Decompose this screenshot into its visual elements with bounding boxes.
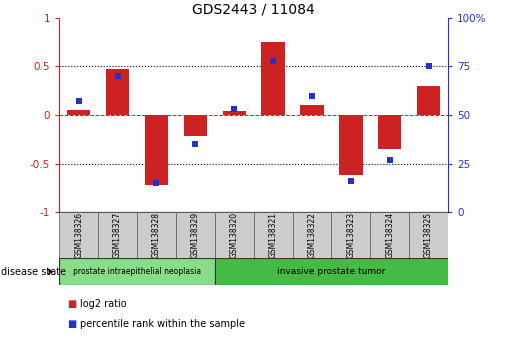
- Bar: [370, 212, 409, 258]
- Text: ■: ■: [67, 299, 76, 309]
- Text: ■: ■: [67, 319, 76, 329]
- Bar: [184, 115, 207, 137]
- Text: GSM138323: GSM138323: [347, 212, 355, 258]
- Bar: [409, 212, 448, 258]
- Bar: [145, 115, 168, 185]
- Text: GSM138322: GSM138322: [307, 212, 316, 258]
- Bar: [215, 212, 253, 258]
- Bar: [106, 69, 129, 115]
- Text: invasive prostate tumor: invasive prostate tumor: [277, 267, 386, 276]
- Bar: [67, 110, 90, 115]
- Bar: [332, 212, 370, 258]
- Bar: [378, 115, 401, 149]
- Bar: [98, 212, 137, 258]
- Bar: [253, 212, 293, 258]
- Bar: [215, 258, 448, 285]
- Bar: [137, 212, 176, 258]
- Text: GSM138328: GSM138328: [152, 212, 161, 258]
- Bar: [176, 212, 215, 258]
- Bar: [59, 258, 215, 285]
- Bar: [293, 212, 332, 258]
- Bar: [262, 42, 285, 115]
- Text: log2 ratio: log2 ratio: [80, 299, 127, 309]
- Bar: [300, 105, 323, 115]
- Text: percentile rank within the sample: percentile rank within the sample: [80, 319, 245, 329]
- Bar: [59, 212, 98, 258]
- Text: disease state: disease state: [1, 267, 66, 277]
- Text: GSM138327: GSM138327: [113, 212, 122, 258]
- Bar: [222, 111, 246, 115]
- Title: GDS2443 / 11084: GDS2443 / 11084: [192, 2, 315, 17]
- Text: GSM138324: GSM138324: [385, 212, 394, 258]
- Text: prostate intraepithelial neoplasia: prostate intraepithelial neoplasia: [73, 267, 201, 276]
- Bar: [417, 86, 440, 115]
- Text: GSM138320: GSM138320: [230, 212, 238, 258]
- Text: GSM138326: GSM138326: [74, 212, 83, 258]
- Text: GSM138321: GSM138321: [269, 212, 278, 258]
- Text: GSM138329: GSM138329: [191, 212, 200, 258]
- Bar: [339, 115, 363, 176]
- Text: GSM138325: GSM138325: [424, 212, 433, 258]
